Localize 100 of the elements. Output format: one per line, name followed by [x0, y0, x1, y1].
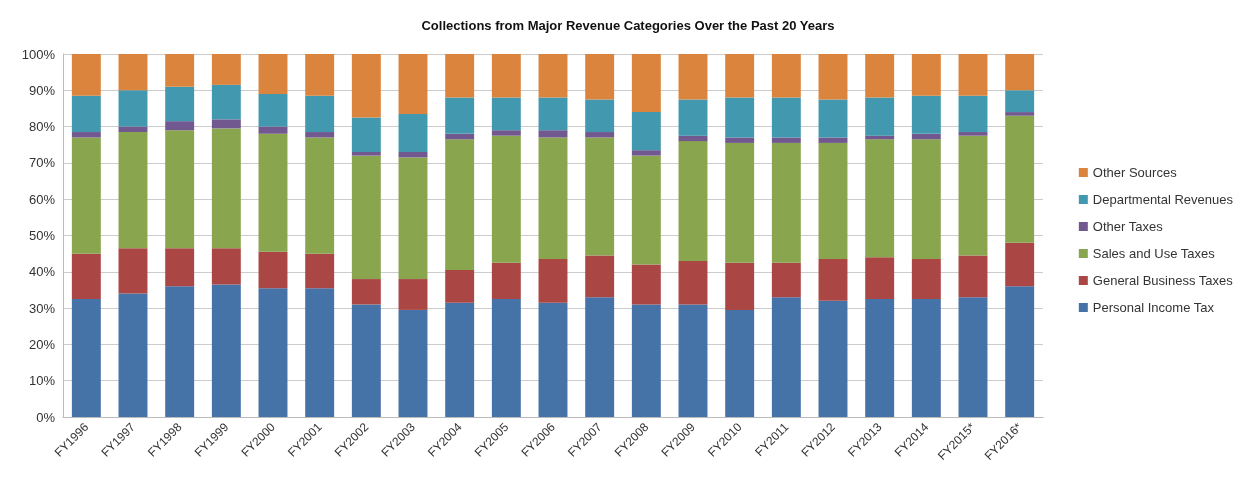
bar — [538, 302, 568, 417]
bar — [631, 150, 661, 156]
bar — [771, 262, 801, 298]
bar — [911, 259, 941, 300]
y-tick-label: 20% — [28, 336, 56, 352]
bar — [1005, 242, 1035, 287]
bar — [1005, 115, 1035, 243]
bar — [678, 54, 708, 100]
y-tick-label: 30% — [28, 300, 56, 316]
bar — [445, 97, 475, 134]
bar — [445, 139, 475, 270]
bar — [725, 54, 755, 98]
bar — [631, 54, 661, 113]
bar — [818, 142, 848, 260]
bar — [351, 304, 381, 417]
bar — [211, 119, 241, 129]
bar — [71, 54, 101, 96]
y-tick-label: 10% — [28, 373, 56, 389]
bar — [351, 152, 381, 156]
bar — [865, 139, 895, 258]
bar — [398, 157, 428, 280]
y-tick-label: 90% — [28, 82, 56, 98]
bar — [258, 133, 288, 252]
y-tick-label: 40% — [28, 264, 56, 280]
bar — [678, 304, 708, 417]
bar — [165, 121, 195, 131]
bar — [911, 299, 941, 417]
bar — [1005, 90, 1035, 113]
legend-label: Other Sources — [1092, 165, 1178, 180]
bar — [958, 297, 988, 417]
bar — [398, 113, 428, 153]
bar — [71, 95, 101, 133]
bar — [585, 255, 615, 298]
bar — [911, 133, 941, 140]
bar — [351, 54, 381, 118]
bar — [958, 135, 988, 256]
bar — [1005, 54, 1035, 91]
bar — [631, 264, 661, 305]
bar — [165, 248, 195, 287]
bar — [305, 253, 335, 289]
bar — [118, 293, 148, 417]
y-tick-label: 80% — [28, 119, 56, 135]
bar — [631, 304, 661, 417]
bar — [165, 130, 195, 249]
bar — [958, 132, 988, 136]
bar — [865, 97, 895, 136]
bar — [725, 142, 755, 263]
bar — [771, 137, 801, 143]
bar — [865, 299, 895, 417]
bar — [445, 302, 475, 417]
bar — [258, 93, 288, 127]
bar — [678, 260, 708, 305]
bar — [118, 54, 148, 91]
bar — [491, 54, 521, 98]
chart-title: Collections from Major Revenue Categories Over the Past 20 Years — [421, 18, 835, 33]
bar — [818, 54, 848, 100]
bar — [911, 139, 941, 260]
y-tick-label: 50% — [28, 228, 56, 243]
bar — [631, 112, 661, 151]
bar — [351, 279, 381, 305]
bar — [678, 141, 708, 261]
y-tick-label: 100% — [21, 46, 56, 62]
bar — [305, 137, 335, 254]
bar — [725, 97, 755, 138]
bar — [305, 132, 335, 138]
bar — [445, 54, 475, 98]
bar — [165, 86, 195, 122]
bar — [118, 248, 148, 294]
bar — [211, 54, 241, 85]
bar — [491, 97, 521, 131]
bar — [118, 132, 148, 249]
bar — [678, 99, 708, 136]
bar — [258, 288, 288, 417]
bar — [818, 99, 848, 138]
bar — [351, 155, 381, 280]
bar — [771, 54, 801, 98]
legend-label: Other Taxes — [1092, 219, 1164, 234]
bar — [911, 54, 941, 96]
bar — [865, 54, 895, 98]
bar — [71, 132, 101, 138]
bar — [1005, 112, 1035, 116]
bar — [585, 137, 615, 256]
bar — [771, 142, 801, 263]
bar — [865, 257, 895, 300]
y-tick-label: 70% — [28, 155, 56, 171]
bar — [305, 95, 335, 133]
bar — [585, 54, 615, 100]
bar — [538, 130, 568, 138]
bar — [958, 95, 988, 133]
bar — [491, 262, 521, 300]
bar — [818, 259, 848, 301]
bar — [818, 137, 848, 143]
bar — [445, 133, 475, 140]
bar — [258, 126, 288, 134]
bar — [211, 248, 241, 285]
bar — [71, 137, 101, 254]
bar — [165, 286, 195, 417]
legend-label: Sales and Use Taxes — [1092, 246, 1216, 261]
bar — [118, 90, 148, 127]
bar — [585, 297, 615, 417]
